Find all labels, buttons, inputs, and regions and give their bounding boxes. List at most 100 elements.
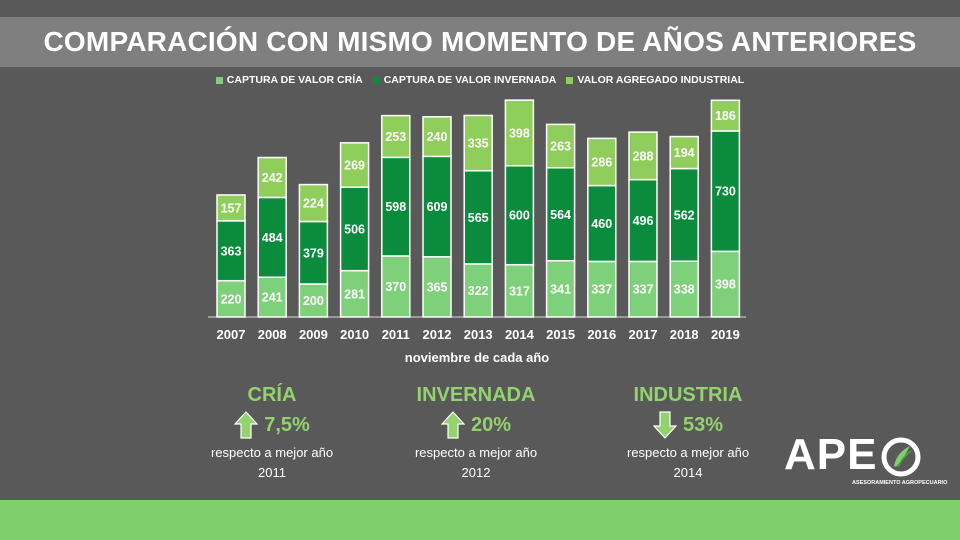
bar-segment-cria-2007 [216, 279, 246, 318]
data-label-cria-2018: 338 [674, 283, 695, 297]
bar-segment-industrial-2016 [587, 137, 617, 187]
page-title: COMPARACIÓN CON MISMO MOMENTO DE AÑOS AN… [43, 26, 917, 57]
bar-segment-cria-2010 [339, 269, 370, 318]
data-label-cria-2017: 337 [633, 283, 654, 297]
legend-swatch-industrial [566, 76, 574, 84]
bar-segment-invernada-2011 [381, 156, 411, 257]
data-label-invernada-2007: 363 [221, 244, 242, 258]
legend-swatch-cria [215, 76, 223, 84]
bar-segment-cria-2017 [628, 260, 658, 318]
data-label-invernada-2009: 379 [303, 246, 324, 260]
stat-invernada: INVERNADA 20% respecto a mejor año 2012 [390, 384, 562, 483]
bar-segment-invernada-2008 [257, 196, 287, 279]
data-label-industrial-2007: 157 [221, 201, 242, 215]
bar-segment-invernada-2017 [628, 178, 658, 263]
data-label-invernada-2016: 460 [591, 217, 612, 231]
data-label-industrial-2012: 240 [427, 130, 448, 144]
stat-note-cria: respecto a mejor año 2011 [186, 443, 358, 483]
data-label-cria-2007: 220 [221, 292, 242, 306]
x-tick-label-2013: 2013 [464, 327, 493, 342]
bar-segment-industrial-2010 [339, 142, 370, 188]
x-tick-label-2016: 2016 [587, 327, 616, 342]
stat-title-invernada: INVERNADA [416, 384, 536, 406]
legend-item-cria: CAPTURA DE VALOR CRÍA [215, 74, 363, 86]
bar-segment-invernada-2016 [587, 184, 617, 263]
bar-segment-cria-2008 [257, 276, 287, 318]
title-band: COMPARACIÓN CON MISMO MOMENTO DE AÑOS AN… [0, 17, 960, 67]
legend-label-cria: CAPTURA DE VALOR CRÍA [226, 74, 363, 86]
stat-title-cria: CRÍA [247, 384, 297, 406]
stat-note-line1: respecto a mejor año [626, 445, 750, 460]
bar-segment-industrial-2011 [381, 114, 411, 159]
x-tick-label-2008: 2008 [258, 327, 287, 342]
data-label-industrial-2008: 242 [262, 171, 283, 185]
x-tick-label-2011: 2011 [382, 327, 410, 342]
data-label-invernada-2015: 564 [550, 208, 571, 222]
bar-segment-industrial-2015 [545, 123, 576, 169]
x-tick-label-2015: 2015 [546, 327, 575, 342]
data-label-cria-2009: 200 [303, 294, 324, 308]
data-label-invernada-2017: 496 [633, 214, 654, 228]
legend-swatch-invernada [372, 76, 380, 84]
data-label-cria-2016: 337 [591, 283, 612, 297]
data-label-industrial-2009: 224 [303, 197, 324, 211]
data-label-cria-2014: 317 [509, 284, 530, 298]
stat-value-industria: 53% [682, 413, 724, 436]
bar-segment-industrial-2014 [504, 99, 535, 167]
logo-subtitle: ASESORAMIENTO AGROPECUARIO [852, 480, 948, 486]
x-tick-label-2010: 2010 [340, 327, 369, 342]
leaf-circle-icon [881, 437, 921, 477]
bar-segment-invernada-2019 [710, 130, 741, 253]
data-label-industrial-2013: 335 [468, 137, 489, 151]
bar-segment-invernada-2018 [669, 167, 699, 263]
chart-legend: CAPTURA DE VALOR CRÍA CAPTURA DE VALOR I… [0, 74, 960, 86]
data-label-invernada-2008: 484 [262, 231, 283, 245]
stat-row-cria: 7,5% [186, 411, 358, 439]
bar-segment-cria-2015 [545, 260, 576, 318]
bottom-band [0, 500, 960, 540]
data-label-invernada-2018: 562 [674, 208, 695, 222]
data-label-industrial-2011: 253 [385, 130, 406, 144]
data-label-invernada-2011: 598 [385, 200, 406, 214]
logo-text: APE [784, 430, 878, 479]
x-tick-label-2014: 2014 [505, 327, 535, 342]
bar-segment-invernada-2012 [422, 155, 452, 258]
stat-note-line2: 2014 [673, 465, 703, 480]
stat-title-industria: INDUSTRIA [633, 384, 743, 406]
data-label-cria-2011: 370 [385, 280, 406, 294]
data-label-invernada-2019: 730 [715, 185, 736, 199]
bar-segment-invernada-2013 [463, 169, 493, 265]
bar-segment-invernada-2009 [298, 220, 329, 285]
stat-row-industria: 53% [602, 411, 774, 439]
x-tick-label-2017: 2017 [629, 327, 658, 342]
data-label-cria-2012: 365 [427, 280, 448, 294]
data-label-cria-2010: 281 [344, 287, 365, 301]
x-tick-label-2009: 2009 [299, 327, 328, 342]
stat-note-industria: respecto a mejor año 2014 [602, 443, 774, 483]
bar-segment-cria-2011 [381, 255, 411, 318]
x-tick-label-2007: 2007 [217, 327, 246, 342]
bar-segment-industrial-2019 [710, 99, 741, 132]
data-label-cria-2015: 341 [550, 282, 571, 296]
x-tick-label-2019: 2019 [711, 327, 740, 342]
data-label-cria-2019: 398 [715, 278, 736, 292]
arrow-up-icon [440, 411, 465, 439]
ape-logo: APE ASESORAMIENTO AGROPECUARIO [784, 430, 947, 490]
bar-segment-industrial-2012 [422, 116, 452, 158]
legend-label-invernada: CAPTURA DE VALOR INVERNADA [383, 74, 557, 86]
stat-value-cria: 7,5% [264, 413, 310, 436]
stat-industria: INDUSTRIA 53% respecto a mejor año 2014 [602, 384, 774, 483]
data-label-invernada-2010: 506 [344, 222, 365, 236]
data-label-invernada-2014: 600 [509, 209, 530, 223]
bar-segment-industrial-2018 [669, 135, 699, 170]
bar-segment-industrial-2009 [298, 183, 329, 223]
data-label-industrial-2015: 263 [550, 140, 571, 154]
stacked-bar-chart: 220 363 157 2007 241 484 242 2008 200 379 224 2009 2… [208, 99, 746, 365]
stat-note-line2: 2012 [461, 465, 491, 480]
stat-row-invernada: 20% [390, 411, 562, 439]
bar-segment-cria-2012 [422, 256, 452, 318]
arrow-down-icon [652, 411, 677, 439]
x-tick-label-2012: 2012 [423, 327, 452, 342]
bar-segment-industrial-2017 [628, 131, 658, 181]
stat-cria: CRÍA 7,5% respecto a mejor año 2011 [186, 384, 358, 483]
